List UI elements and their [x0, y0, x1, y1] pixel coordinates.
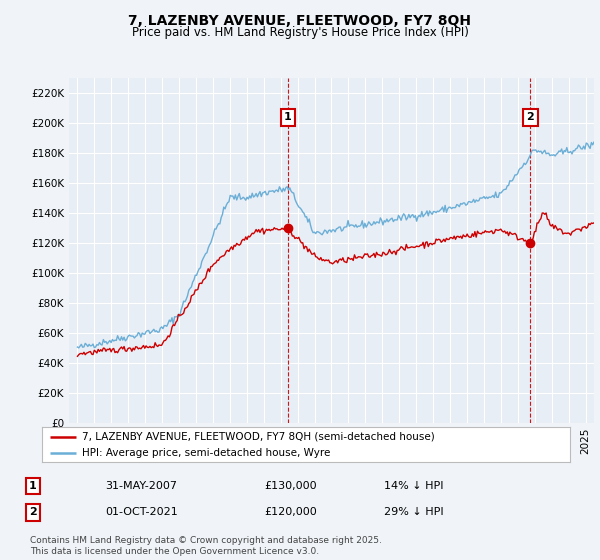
- Text: 1: 1: [284, 113, 292, 122]
- Text: 2: 2: [527, 113, 535, 122]
- Text: 2: 2: [29, 507, 37, 517]
- Text: 31-MAY-2007: 31-MAY-2007: [105, 481, 177, 491]
- Text: 7, LAZENBY AVENUE, FLEETWOOD, FY7 8QH: 7, LAZENBY AVENUE, FLEETWOOD, FY7 8QH: [128, 14, 472, 28]
- Text: £130,000: £130,000: [264, 481, 317, 491]
- Text: Price paid vs. HM Land Registry's House Price Index (HPI): Price paid vs. HM Land Registry's House …: [131, 26, 469, 39]
- Text: Contains HM Land Registry data © Crown copyright and database right 2025.
This d: Contains HM Land Registry data © Crown c…: [30, 536, 382, 556]
- Text: HPI: Average price, semi-detached house, Wyre: HPI: Average price, semi-detached house,…: [82, 447, 330, 458]
- Text: 01-OCT-2021: 01-OCT-2021: [105, 507, 178, 517]
- Text: 1: 1: [29, 481, 37, 491]
- Text: 29% ↓ HPI: 29% ↓ HPI: [384, 507, 443, 517]
- Text: 7, LAZENBY AVENUE, FLEETWOOD, FY7 8QH (semi-detached house): 7, LAZENBY AVENUE, FLEETWOOD, FY7 8QH (s…: [82, 432, 434, 442]
- Text: £120,000: £120,000: [264, 507, 317, 517]
- Text: 14% ↓ HPI: 14% ↓ HPI: [384, 481, 443, 491]
